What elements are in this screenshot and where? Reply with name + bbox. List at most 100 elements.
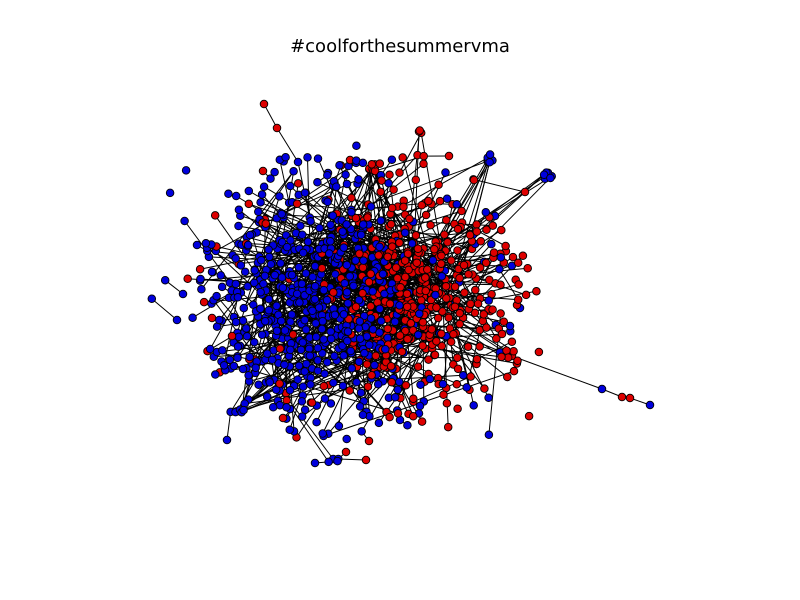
graph-node-blue [265,252,274,262]
graph-node-blue [462,383,471,392]
graph-node-red [465,230,475,240]
graph-node-red [386,361,396,371]
graph-node-blue [217,282,227,292]
graph-node-blue [354,324,364,333]
graph-node-blue [381,344,390,354]
graph-node-red [411,175,421,185]
graph-node-blue [238,316,248,325]
graph-node-blue [233,293,243,302]
graph-node-red [363,382,373,391]
graph-node-red [389,185,398,194]
graph-node-blue [370,360,379,370]
graph-node-blue [245,352,254,362]
graph-node-blue [356,230,366,240]
graph-node-blue [484,430,494,440]
graph-node-red [366,269,375,279]
graph-node-red [442,215,451,225]
graph-node-red [396,283,405,292]
graph-node-blue [326,334,336,344]
graph-node-red [430,350,440,360]
graph-edge [498,269,519,300]
graph-node-blue [335,161,344,170]
graph-node-blue [428,256,438,265]
graph-node-blue [243,282,252,291]
graph-edge [279,159,290,203]
graph-node-red [453,246,462,255]
graph-node-red [395,238,404,247]
graph-node-blue [458,371,468,380]
graph-node-blue [251,363,260,373]
graph-node-blue [484,393,493,403]
graph-node-blue [286,317,295,326]
graph-node-blue [196,274,205,284]
graph-node-red [492,334,501,343]
graph-node-blue [359,256,368,265]
graph-node-blue [222,435,232,445]
graph-node-blue [312,417,321,427]
graph-node-blue [266,259,276,269]
graph-node-red [496,280,505,289]
graph-node-blue [416,380,425,390]
graph-node-blue [229,361,239,371]
graph-node-blue [320,369,329,379]
graph-node-blue [496,253,506,262]
graph-node-blue [236,261,246,270]
graph-node-red [355,249,364,258]
graph-node-blue [342,288,352,297]
graph-node-blue [326,327,335,336]
graph-node-blue [324,457,333,467]
graph-node-blue [322,295,332,305]
graph-node-red [292,199,302,208]
graph-node-blue [270,167,279,177]
graph-node-red [408,411,418,421]
graph-node-blue [341,170,350,179]
graph-node-blue [211,370,220,379]
graph-node-red [398,153,407,162]
graph-node-red [473,299,483,308]
graph-node-red [507,337,517,347]
graph-node-red [488,305,497,314]
graph-edge [338,458,367,461]
graph-node-blue [238,364,248,374]
graph-node-red [432,303,441,312]
graph-node-blue [354,175,363,184]
graph-node-red [210,211,220,220]
graph-node-blue [275,192,284,201]
graph-node-red [387,377,396,387]
graph-node-red [405,214,414,224]
graph-node-blue [395,301,404,310]
graph-node-red [261,219,271,228]
graph-node-red [364,436,374,446]
graph-node-red [475,263,485,272]
graph-node-red [412,258,422,268]
graph-edge [453,333,508,378]
graph-node-blue [296,221,305,230]
graph-node-red [482,225,491,234]
graph-node-red [457,206,466,216]
graph-node-blue [495,265,504,274]
graph-node-blue [216,271,226,280]
graph-node-blue [347,364,357,373]
graph-node-blue [326,220,335,230]
graph-node-red [361,455,371,465]
graph-edge [438,175,552,248]
graph-node-blue [342,260,352,270]
graph-node-red [472,220,481,229]
graph-node-red [437,341,447,351]
graph-node-blue [354,357,364,367]
graph-node-red [450,302,460,312]
graph-node-blue [400,228,410,237]
graph-node-red [481,258,491,268]
graph-node-red [427,325,437,334]
graph-node-blue [294,262,304,272]
graph-node-red [423,265,432,274]
graph-node-blue [310,282,320,291]
graph-node-red [455,319,464,329]
graph-edge [463,175,553,266]
graph-node-blue [452,200,462,209]
graph-node-blue [357,427,366,436]
graph-node-blue [390,317,400,326]
graph-node-blue [192,240,202,250]
graph-node-blue [310,295,320,304]
